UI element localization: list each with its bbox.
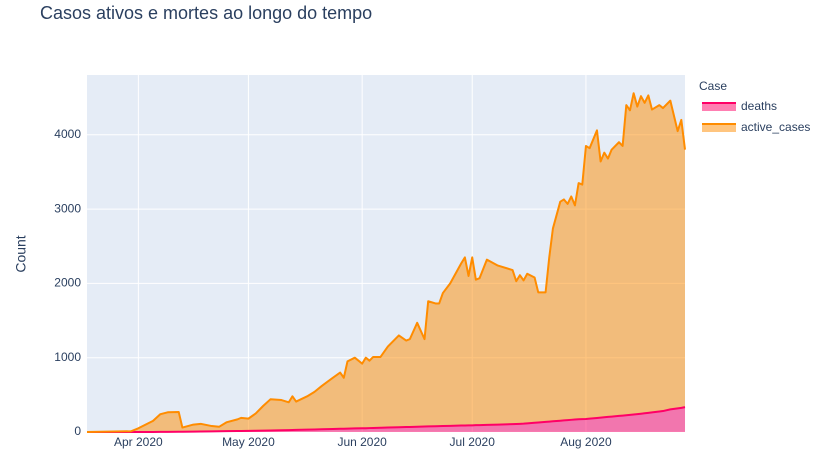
legend-swatch bbox=[702, 103, 736, 111]
x-tick-label: May 2020 bbox=[222, 435, 275, 449]
tick-labels: 0 1000 2000 3000 4000 Apr 2020 May 2020 Jun 202… bbox=[54, 127, 612, 449]
area-line bbox=[86, 92, 686, 433]
x-tick-label: Jul 2020 bbox=[450, 435, 496, 449]
y-tick-label: 2000 bbox=[54, 276, 81, 290]
area-line bbox=[87, 406, 686, 433]
x-tick-label: Jun 2020 bbox=[337, 435, 387, 449]
legend-title: Case bbox=[699, 79, 727, 93]
y-tick-label: 4000 bbox=[54, 127, 81, 141]
legend-label: deaths bbox=[741, 99, 777, 113]
y-tick-label: 3000 bbox=[54, 201, 81, 215]
y-tick-label: 1000 bbox=[54, 350, 81, 364]
chart-title: Casos ativos e mortes ao longo do tempo bbox=[40, 3, 372, 23]
x-tick-label: Apr 2020 bbox=[114, 435, 163, 449]
areas bbox=[86, 92, 686, 433]
legend-label: active_cases bbox=[741, 120, 810, 134]
area-fill bbox=[87, 93, 685, 432]
legend-swatch bbox=[702, 124, 736, 132]
y-axis-title: Count bbox=[13, 235, 29, 272]
legend: deaths active_cases bbox=[702, 99, 810, 134]
y-tick-label: 0 bbox=[74, 424, 81, 438]
area-fill bbox=[87, 407, 685, 432]
x-tick-label: Aug 2020 bbox=[560, 435, 612, 449]
